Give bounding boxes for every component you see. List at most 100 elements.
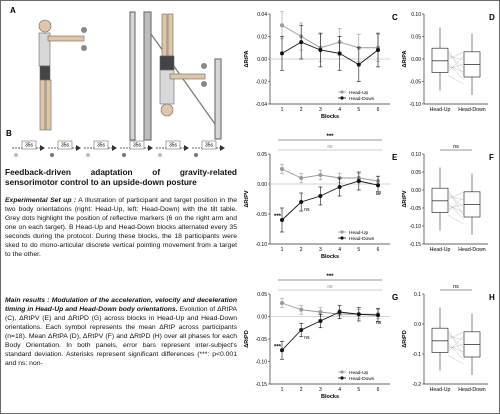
y-tick-label: -0.10 — [410, 224, 422, 230]
subject-line — [447, 345, 465, 353]
chart-panel-f: 0.10 0.05 0.00 -0.05 -0.10 -0.15 ΔRtPV Head-Up H… — [402, 144, 494, 253]
results-heading: Main results : Modulation of the acceler… — [5, 297, 237, 313]
timeline-label: 35s — [61, 143, 70, 149]
data-point — [318, 173, 323, 177]
subject-line — [447, 335, 465, 353]
subject-line — [447, 343, 465, 350]
data-point — [356, 312, 361, 317]
sig-annotation: ns — [453, 144, 459, 150]
sig-annotation: ns — [376, 320, 382, 326]
x-axis-label: Blocks — [321, 114, 339, 120]
subject-line — [447, 195, 465, 213]
x-tick-label: 3 — [319, 387, 322, 393]
panel-label: C — [392, 13, 398, 22]
data-point — [318, 48, 323, 52]
data-point — [356, 179, 361, 183]
y-tick-label: 0.00 — [257, 182, 267, 188]
legend-marker — [340, 236, 344, 240]
y-axis-label: ΔRtPV — [402, 190, 408, 207]
y-tick-label: 0.00 — [257, 315, 267, 321]
panel-label: H — [489, 293, 495, 302]
protocol-timeline: B 35s 35s 35s 35s 35s 35s — [6, 129, 225, 157]
x-tick-label: 6 — [377, 247, 380, 253]
timeline-label: 35s — [25, 143, 34, 149]
sig-annotation: ns — [327, 144, 333, 150]
data-point — [299, 328, 304, 332]
timeline-arrow — [112, 145, 117, 151]
data-point — [376, 313, 380, 318]
y-tick-label: 0.05 — [257, 292, 267, 298]
data-point — [280, 23, 284, 28]
x-axis-label: Blocks — [321, 394, 339, 400]
legend-marker — [340, 96, 344, 100]
box-head-up — [431, 47, 449, 73]
y-tick-label: 0.00 — [411, 57, 421, 63]
x-tick-label: Head-Down — [458, 247, 486, 253]
subject-line — [447, 56, 465, 61]
y-tick-label: -0.10 — [256, 242, 268, 248]
y-tick-label: -0.15 — [410, 242, 422, 248]
sig-annotation: ns — [376, 190, 382, 196]
subject-line — [447, 49, 465, 77]
timeline-figure — [194, 153, 198, 157]
x-tick-label: 5 — [357, 107, 360, 113]
x-axis-label: Blocks — [321, 254, 339, 260]
legend-entry: Head-Up — [349, 370, 369, 376]
results-body: Evolution of ΔRtPA (C), ΔRtPV (E) and ΔR… — [5, 306, 237, 367]
illustration-tilt-table: A — [10, 6, 222, 141]
box-head-up — [431, 327, 449, 353]
subject-line — [447, 355, 465, 365]
chart-panel-e: 0.05 0.00 -0.05 -0.10 1 2 3 4 5 6 Blocks ΔRtPV Head-… — [244, 134, 398, 260]
legend-entry: Head-Down — [349, 236, 375, 242]
setup-heading: Experimental Set up : — [5, 197, 77, 204]
subject-line — [447, 55, 465, 73]
timeline-box — [93, 140, 109, 150]
sig-annotation: *** — [326, 134, 334, 140]
sig-annotation: *** — [274, 214, 282, 220]
sig-annotation: ns — [304, 207, 310, 213]
timeline-box — [201, 140, 217, 150]
data-point — [337, 310, 342, 314]
sig-annotation: *** — [326, 274, 334, 280]
timeline-box — [129, 140, 145, 150]
legend-marker — [340, 370, 344, 374]
x-tick-label: 5 — [357, 387, 360, 393]
legend-marker — [340, 90, 344, 94]
y-tick-label: -0.2 — [412, 382, 421, 388]
data-point — [318, 194, 323, 198]
series-line-head-up — [281, 168, 379, 182]
x-tick-label: Head-Up — [430, 247, 451, 253]
x-tick-label: 6 — [377, 107, 380, 113]
x-tick-label: Head-Down — [458, 387, 486, 393]
y-tick-label: -0.15 — [256, 382, 268, 388]
series-line-head-down — [281, 41, 379, 66]
y-axis-label: ΔRtPD — [402, 330, 408, 347]
subject-line — [447, 193, 465, 209]
x-tick-label: 2 — [300, 247, 303, 253]
subject-line — [447, 331, 465, 340]
timeline-label: 35s — [169, 143, 178, 149]
y-tick-label: 0.00 — [411, 188, 421, 194]
subject-line — [447, 65, 465, 73]
subject-line — [447, 333, 465, 349]
subject-line — [447, 336, 465, 341]
box-head-up — [431, 187, 449, 213]
data-point — [318, 310, 323, 314]
timeline-box — [57, 140, 73, 150]
data-point — [337, 185, 342, 189]
timeline-figure — [50, 153, 54, 157]
y-tick-label: -0.05 — [256, 337, 268, 343]
x-tick-label: 4 — [338, 387, 341, 393]
data-point — [356, 62, 361, 67]
y-tick-label: -0.04 — [256, 102, 268, 108]
data-point — [337, 51, 342, 56]
data-point — [280, 51, 284, 56]
series-line-head-up — [281, 302, 378, 315]
results-paragraph: Main results : Modulation of the acceler… — [5, 296, 237, 368]
timeline-box — [165, 140, 181, 150]
chart-panel-d: 0.10 0.05 0.00 -0.05 -0.10 ΔRtPA Head-Up Head-D… — [402, 12, 495, 113]
subject-line — [447, 53, 465, 69]
y-tick-label: 0.1 — [414, 292, 421, 298]
legend-entry: Head-Down — [349, 376, 375, 382]
x-tick-label: 6 — [377, 387, 380, 393]
